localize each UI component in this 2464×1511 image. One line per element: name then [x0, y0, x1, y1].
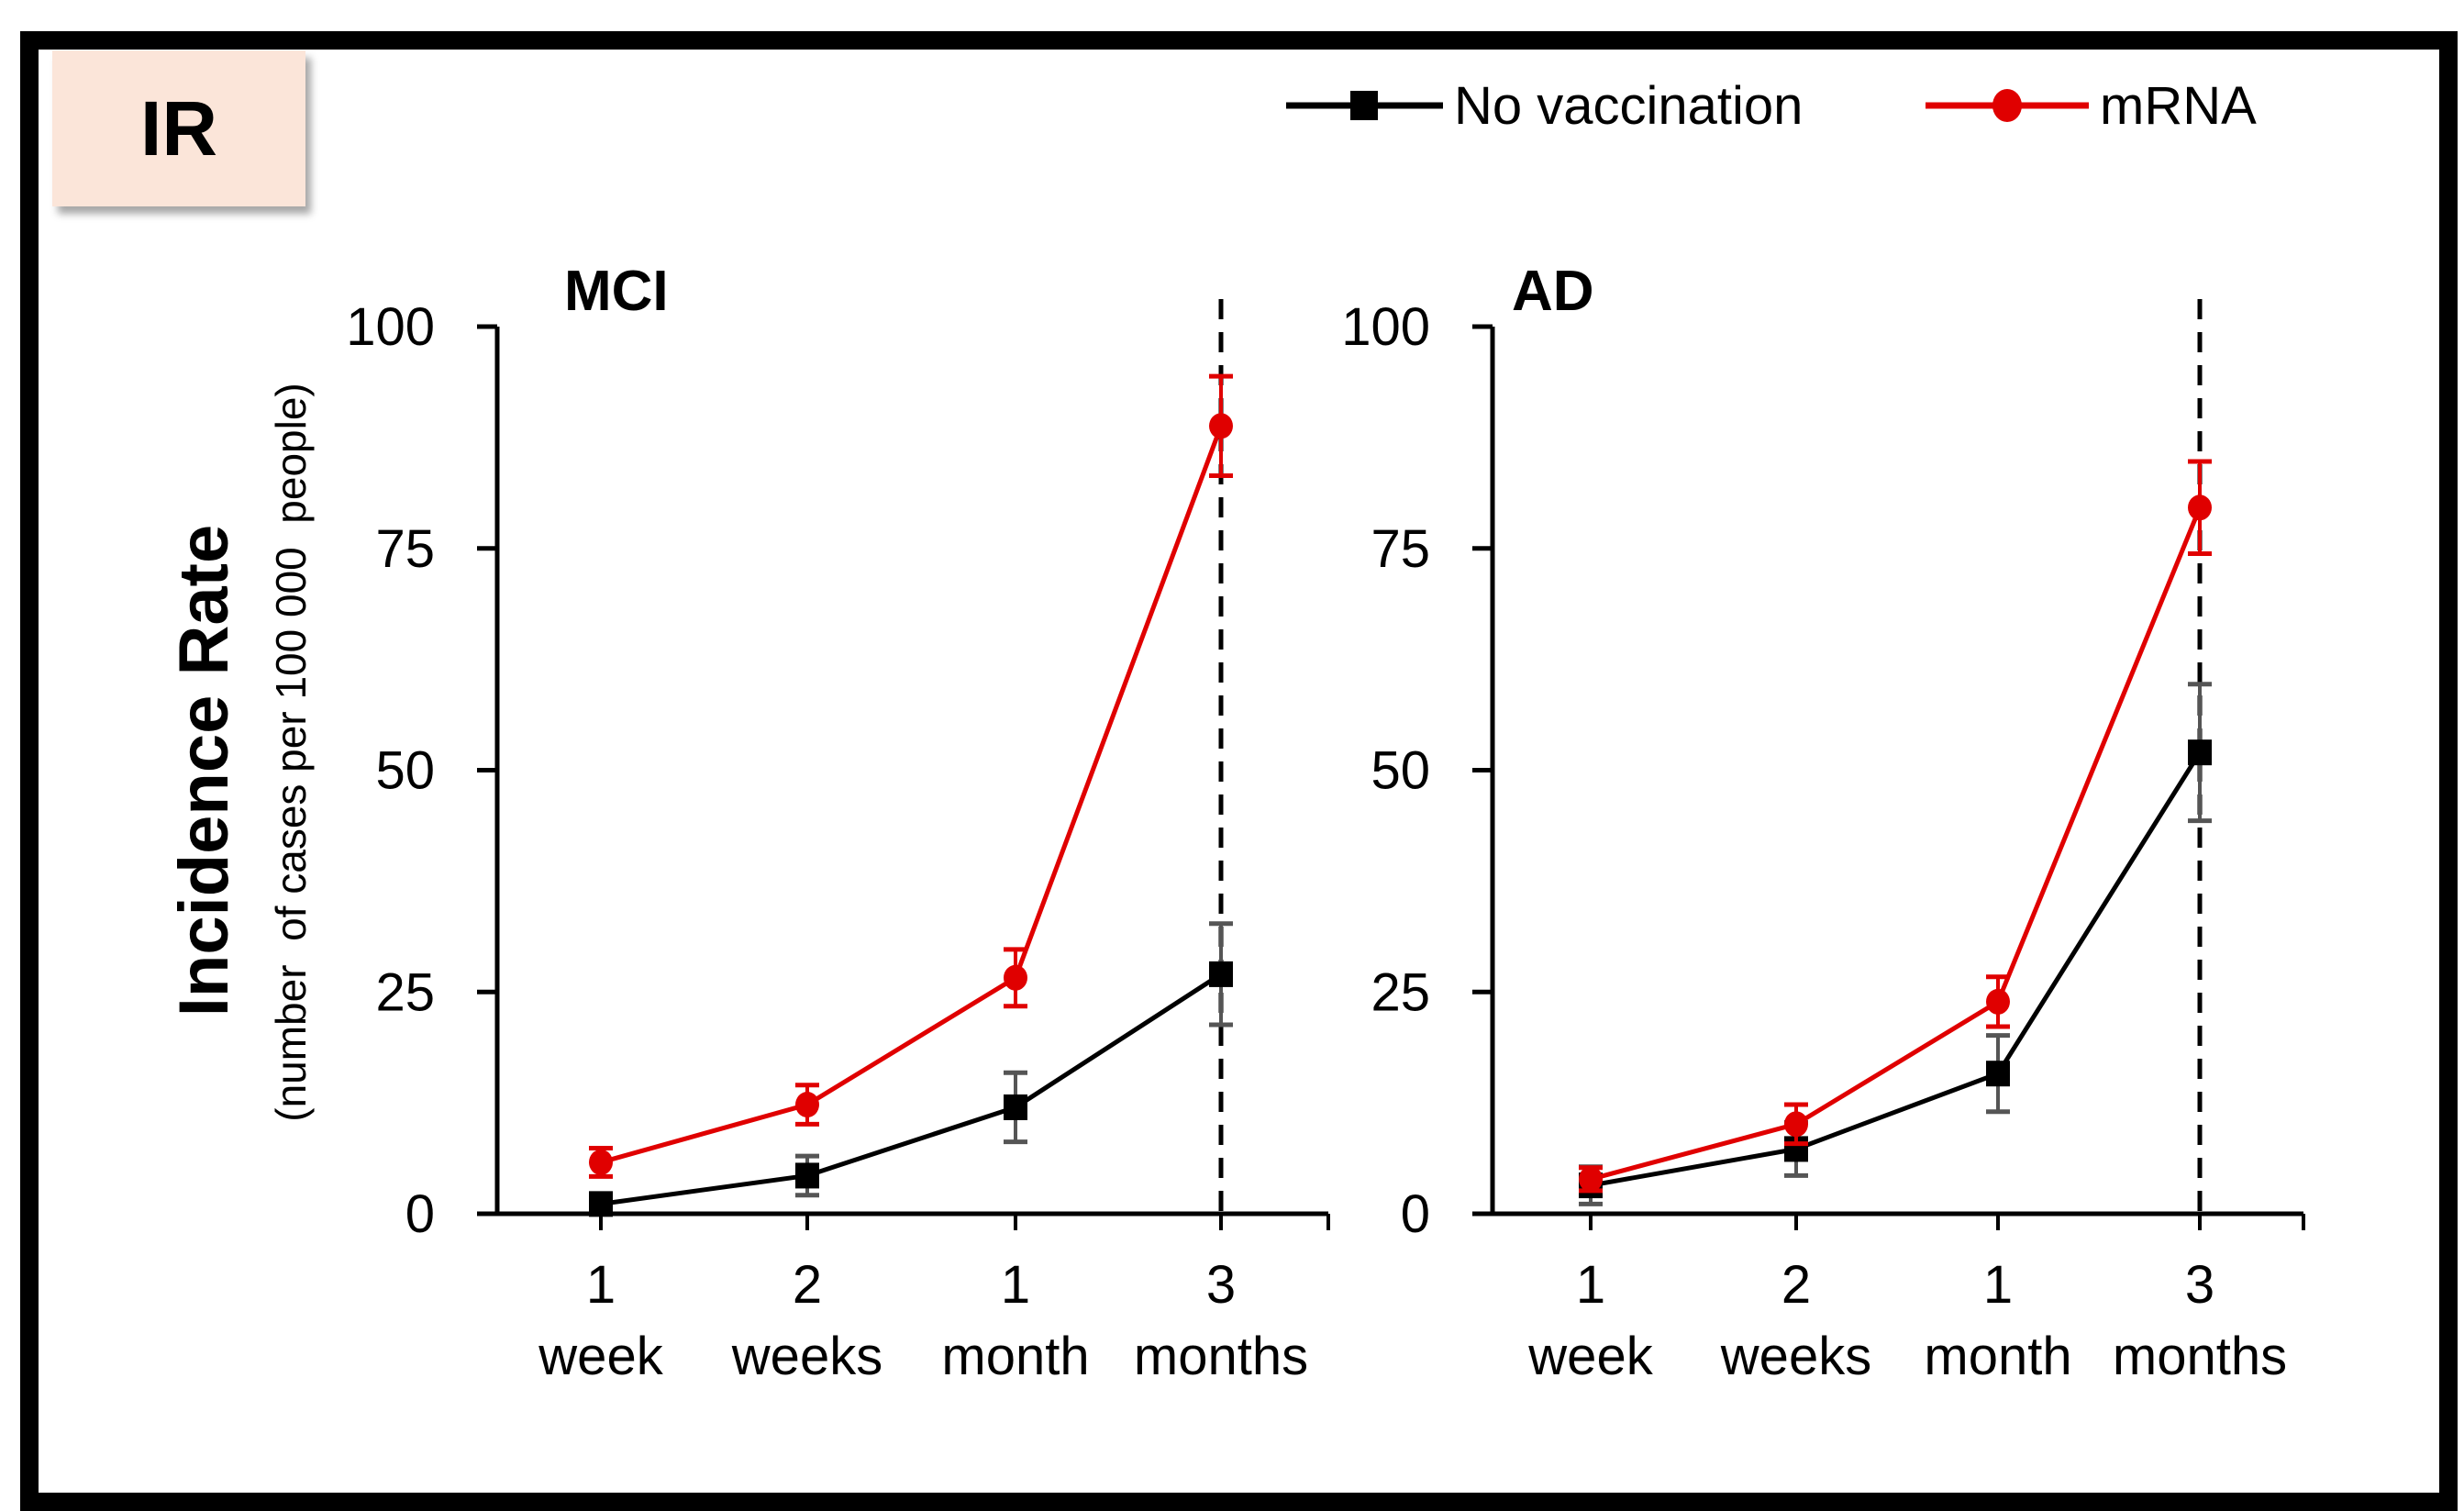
square-marker-icon	[1286, 91, 1443, 120]
legend-item-no-vaccination: No vaccination	[1284, 73, 1803, 138]
figure-frame	[20, 31, 2458, 1511]
data-point-square	[795, 1162, 819, 1189]
panel-badge: IR	[52, 50, 305, 206]
x-tick-label-unit: week	[1527, 1327, 1653, 1386]
x-tick-label-unit: months	[2113, 1327, 2287, 1386]
x-tick-label-number: 1	[1983, 1255, 2013, 1315]
x-tick-label-number: 1	[586, 1255, 616, 1315]
circle-marker-icon	[1926, 89, 2089, 122]
y-tick-label: 100	[346, 297, 435, 357]
y-tick-label: 25	[1371, 962, 1430, 1022]
data-point-circle	[2188, 494, 2212, 521]
x-tick-label-unit: week	[538, 1327, 663, 1386]
series-line-no-vaccination	[600, 972, 1223, 1206]
x-tick-label-number: 1	[1576, 1255, 1605, 1315]
legend-label: No vaccination	[1454, 75, 1804, 136]
series-line-mrna	[1590, 506, 2203, 1182]
panel-title: AD	[1512, 260, 1594, 323]
data-point-circle	[1986, 988, 2010, 1015]
y-tick-label: 75	[375, 519, 435, 579]
x-tick-label-unit: month	[941, 1327, 1089, 1386]
y-tick-label: 50	[1371, 741, 1430, 801]
data-point-circle	[1004, 964, 1027, 991]
x-tick-label-unit: months	[1134, 1327, 1308, 1386]
y-axis-title: Incidence Rate	[165, 525, 243, 1017]
data-point-circle	[589, 1149, 613, 1175]
data-point-square	[589, 1191, 613, 1217]
y-tick-label: 0	[405, 1184, 435, 1244]
x-tick-label-unit: weeks	[1720, 1327, 1871, 1386]
data-point-circle	[1579, 1166, 1603, 1193]
y-tick-label: 25	[375, 962, 435, 1022]
data-point-circle	[1209, 413, 1233, 439]
data-point-circle	[1784, 1111, 1808, 1138]
x-tick-label-unit: month	[1924, 1327, 2071, 1386]
data-point-square	[1209, 961, 1233, 987]
y-tick-label: 75	[1371, 519, 1430, 579]
legend-label: mRNA	[2100, 75, 2257, 136]
data-point-circle	[795, 1092, 819, 1118]
panel-title: MCI	[564, 260, 669, 323]
y-tick-label: 100	[1341, 297, 1430, 357]
y-tick-label: 50	[375, 741, 435, 801]
legend-item-mrna: mRNA	[1924, 73, 2257, 138]
series-line-mrna	[600, 425, 1224, 1165]
panel-badge-label: IR	[140, 84, 217, 172]
panel-mci: MCI 0 25 50 75 100 1 week 2 weeks 1 month 3 months	[346, 260, 1330, 1386]
y-axis-subtitle: (number of cases per 100 000 people)	[267, 383, 315, 1122]
panel-ad: AD 0 25 50 75 100 1 week 2 weeks 1 month 3 months	[1341, 260, 2305, 1386]
series-line-no-vaccination	[1590, 750, 2203, 1188]
x-tick-label-number: 2	[1781, 1255, 1811, 1315]
y-tick-label: 0	[1401, 1184, 1430, 1244]
data-point-square	[1004, 1094, 1027, 1120]
data-point-square	[2188, 739, 2212, 766]
x-tick-label-number: 2	[793, 1255, 822, 1315]
x-tick-label-number: 3	[2185, 1255, 2214, 1315]
x-tick-label-number: 3	[1206, 1255, 1236, 1315]
x-tick-label-number: 1	[1001, 1255, 1030, 1315]
x-tick-label-unit: weeks	[731, 1327, 882, 1386]
data-point-square	[1986, 1061, 2010, 1087]
